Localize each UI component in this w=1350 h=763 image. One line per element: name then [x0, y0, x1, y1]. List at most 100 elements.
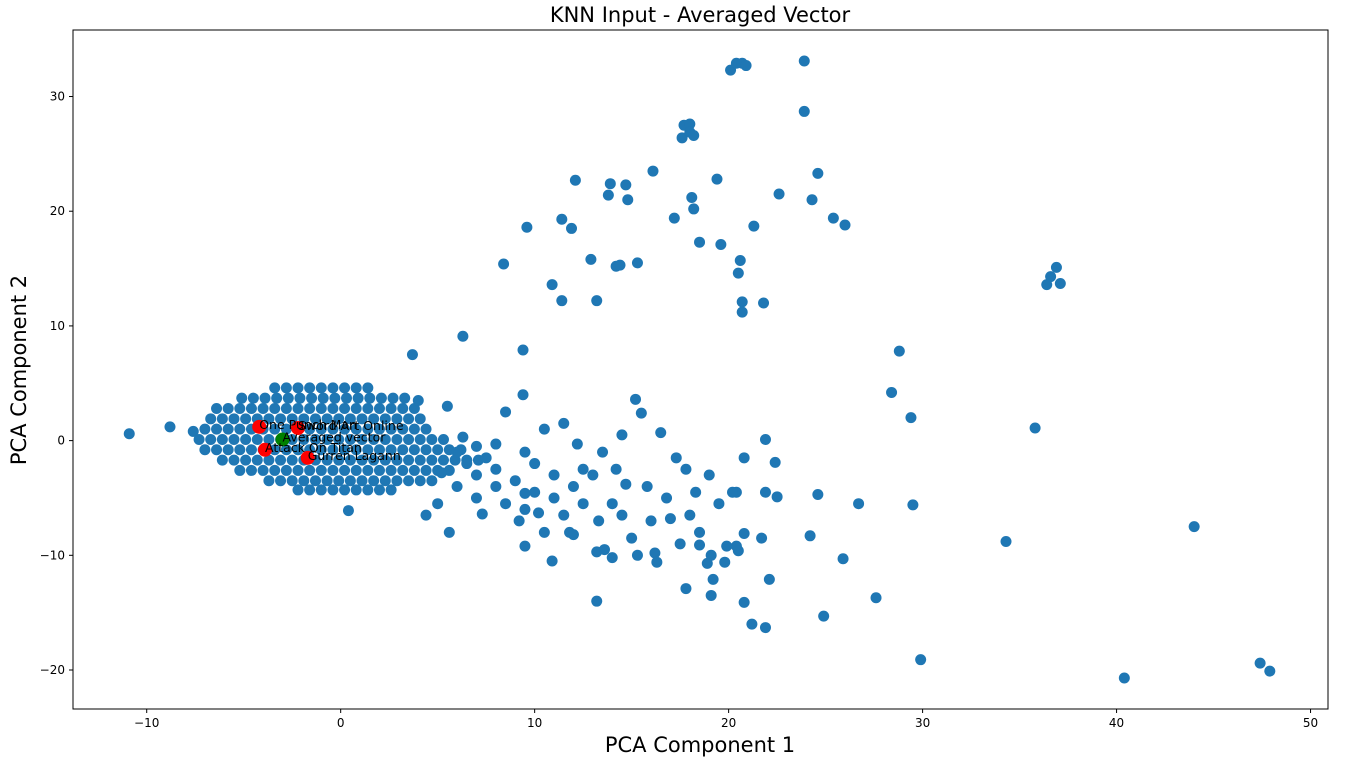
point — [339, 444, 351, 456]
point — [426, 433, 438, 445]
point — [309, 413, 321, 425]
point — [258, 442, 273, 457]
point — [356, 454, 368, 466]
point — [490, 480, 502, 492]
point — [263, 433, 275, 445]
point — [263, 475, 275, 487]
point — [759, 486, 771, 498]
point — [734, 255, 746, 267]
point — [461, 458, 473, 470]
point — [769, 456, 781, 468]
point — [606, 498, 618, 510]
point — [315, 484, 327, 496]
point — [333, 413, 345, 425]
point — [649, 547, 661, 559]
point — [315, 382, 327, 394]
point — [385, 464, 397, 476]
point — [759, 433, 771, 445]
point — [240, 454, 252, 466]
point — [333, 433, 345, 445]
point — [812, 489, 824, 501]
point — [721, 540, 733, 552]
point — [759, 622, 771, 634]
point — [164, 421, 176, 433]
point — [676, 132, 688, 144]
point — [321, 475, 333, 487]
point — [373, 464, 385, 476]
point — [414, 475, 426, 487]
point — [1000, 536, 1012, 548]
point — [1264, 665, 1276, 677]
point — [222, 444, 234, 456]
point — [199, 444, 211, 456]
point — [315, 464, 327, 476]
point-annotation: One Punch Man — [259, 417, 357, 432]
point — [408, 464, 420, 476]
point — [364, 392, 376, 404]
point — [631, 549, 643, 561]
point — [199, 423, 211, 435]
point — [408, 423, 420, 435]
point — [1041, 279, 1053, 291]
point — [684, 118, 696, 130]
point — [837, 553, 849, 565]
point — [306, 392, 318, 404]
point — [339, 382, 351, 394]
point — [773, 188, 785, 200]
point — [329, 392, 341, 404]
point — [251, 433, 263, 445]
point — [480, 452, 492, 464]
point — [470, 469, 482, 481]
point-annotation: Attack On Titan — [265, 440, 362, 455]
point — [818, 610, 830, 622]
point — [591, 595, 603, 607]
point — [630, 393, 642, 405]
point — [517, 389, 529, 401]
point — [620, 179, 632, 191]
point — [529, 458, 541, 470]
point — [193, 433, 205, 445]
point — [211, 402, 223, 414]
point — [412, 394, 424, 406]
point — [915, 654, 927, 666]
point — [304, 423, 316, 435]
point — [806, 194, 818, 206]
plot-frame — [72, 29, 1329, 710]
point — [275, 475, 287, 487]
point — [387, 392, 399, 404]
point — [187, 425, 199, 437]
point — [259, 392, 271, 404]
point — [269, 423, 281, 435]
point — [571, 438, 583, 450]
point — [263, 454, 275, 466]
x-tick-label: −10 — [134, 716, 159, 730]
point — [519, 446, 531, 458]
point — [546, 555, 558, 567]
point — [362, 382, 374, 394]
point — [736, 296, 748, 308]
point — [500, 498, 512, 510]
y-tick-label: 0 — [57, 434, 65, 448]
point — [905, 412, 917, 424]
point — [451, 446, 463, 458]
point — [300, 450, 315, 465]
point — [275, 454, 287, 466]
point — [839, 219, 851, 231]
point — [546, 279, 558, 291]
point — [886, 386, 898, 398]
point — [457, 431, 469, 443]
point — [294, 392, 306, 404]
point — [690, 486, 702, 498]
point — [598, 544, 610, 556]
y-tick-label: 20 — [50, 204, 65, 218]
point — [408, 444, 420, 456]
point — [853, 498, 865, 510]
point — [245, 402, 257, 414]
y-tick-label: −20 — [40, 663, 65, 677]
point — [593, 515, 605, 527]
point — [240, 413, 252, 425]
point — [282, 392, 294, 404]
point — [538, 423, 550, 435]
point — [738, 452, 750, 464]
